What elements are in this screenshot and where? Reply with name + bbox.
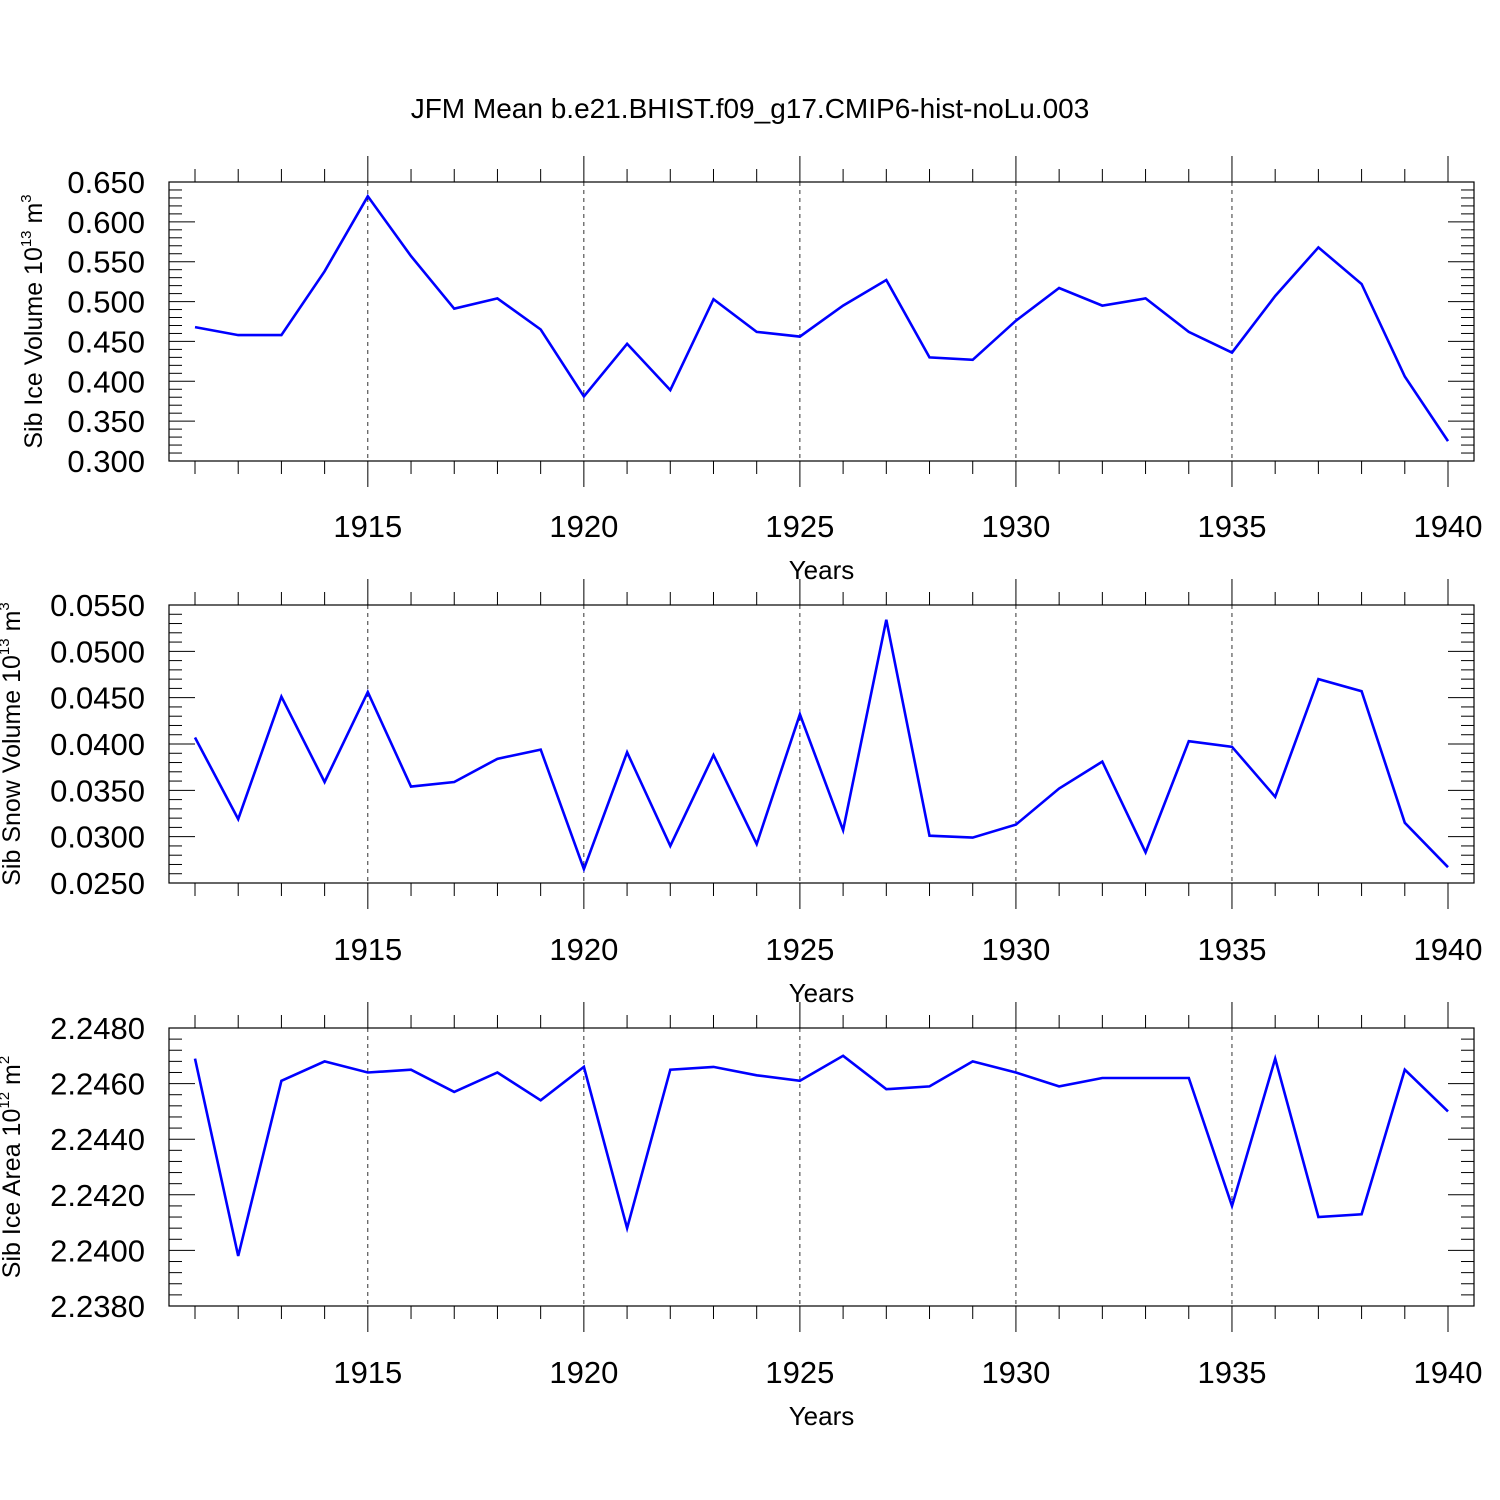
y-tick-label: 2.2440 bbox=[50, 1122, 145, 1157]
x-tick-label: 1930 bbox=[981, 1355, 1050, 1390]
y-tick-label: 2.2460 bbox=[50, 1067, 145, 1102]
x-axis-label: Years bbox=[789, 555, 855, 585]
panel-3: 1915 1920 1925 1930 1935 1940 Years 2.2480 2.246… bbox=[0, 1002, 1482, 1431]
plot-frame bbox=[168, 181, 1475, 462]
y-axis-label: Sib Ice Area 1012 m2 bbox=[0, 1056, 26, 1278]
x-tick-label: 1940 bbox=[1414, 932, 1483, 967]
x-tick-label: 1915 bbox=[333, 1355, 402, 1390]
panel-2: 1915 1920 1925 1930 1935 1940 Years 0.0550 0.050… bbox=[0, 579, 1482, 1008]
y-tick-label: 0.450 bbox=[67, 324, 145, 359]
y-tick-label: 0.350 bbox=[67, 404, 145, 439]
y-tick-label: 2.2420 bbox=[50, 1178, 145, 1213]
plot-frame bbox=[168, 604, 1475, 884]
y-tick-label: 0.0550 bbox=[50, 588, 145, 623]
y-tick-label: 2.2380 bbox=[50, 1289, 145, 1324]
x-tick-label: 1940 bbox=[1414, 509, 1483, 544]
y-tick-label: 0.0300 bbox=[50, 820, 145, 855]
x-tick-label: 1920 bbox=[549, 509, 618, 544]
y-axis-label: Sib Ice Volume 1013 m3 bbox=[18, 194, 48, 448]
series-line bbox=[193, 619, 1449, 873]
y-tick-label: 0.0400 bbox=[50, 727, 145, 762]
y-tick-label: 0.0500 bbox=[50, 634, 145, 669]
y-tick-label: 2.2480 bbox=[50, 1011, 145, 1046]
series-line bbox=[193, 1053, 1449, 1257]
y-tick-label: 0.650 bbox=[67, 165, 145, 200]
x-tick-label: 1925 bbox=[765, 1355, 834, 1390]
y-tick-label: 0.0350 bbox=[50, 773, 145, 808]
y-tick-label: 0.400 bbox=[67, 364, 145, 399]
plot-frame bbox=[168, 1027, 1475, 1307]
chart-title: JFM Mean b.e21.BHIST.f09_g17.CMIP6-hist-… bbox=[411, 93, 1090, 124]
x-tick-label: 1930 bbox=[981, 509, 1050, 544]
x-tick-label: 1915 bbox=[333, 932, 402, 967]
x-axis-label: Years bbox=[789, 1401, 855, 1431]
y-tick-label: 0.550 bbox=[67, 245, 145, 280]
panel-1: 1915 1920 1925 1930 1935 1940 Years 0.650 0.600 0… bbox=[18, 156, 1482, 585]
x-tick-label: 1935 bbox=[1197, 509, 1266, 544]
y-tick-label: 0.0450 bbox=[50, 681, 145, 716]
y-tick-label: 2.2400 bbox=[50, 1233, 145, 1268]
x-tick-label: 1930 bbox=[981, 932, 1050, 967]
y-tick-label: 0.600 bbox=[67, 205, 145, 240]
x-tick-label: 1920 bbox=[549, 1355, 618, 1390]
y-tick-label: 0.0250 bbox=[50, 866, 145, 901]
x-tick-label: 1935 bbox=[1197, 1355, 1266, 1390]
x-tick-label: 1940 bbox=[1414, 1355, 1483, 1390]
x-tick-label: 1935 bbox=[1197, 932, 1266, 967]
x-tick-label: 1925 bbox=[765, 509, 834, 544]
series-line bbox=[194, 193, 1450, 442]
x-tick-label: 1920 bbox=[549, 932, 618, 967]
x-tick-label: 1915 bbox=[333, 509, 402, 544]
y-tick-label: 0.500 bbox=[67, 285, 145, 320]
y-axis-label: Sib Snow Volume 1013 m3 bbox=[0, 602, 26, 886]
x-axis-label: Years bbox=[789, 978, 855, 1008]
y-tick-label: 0.300 bbox=[67, 444, 145, 479]
x-tick-label: 1925 bbox=[765, 932, 834, 967]
